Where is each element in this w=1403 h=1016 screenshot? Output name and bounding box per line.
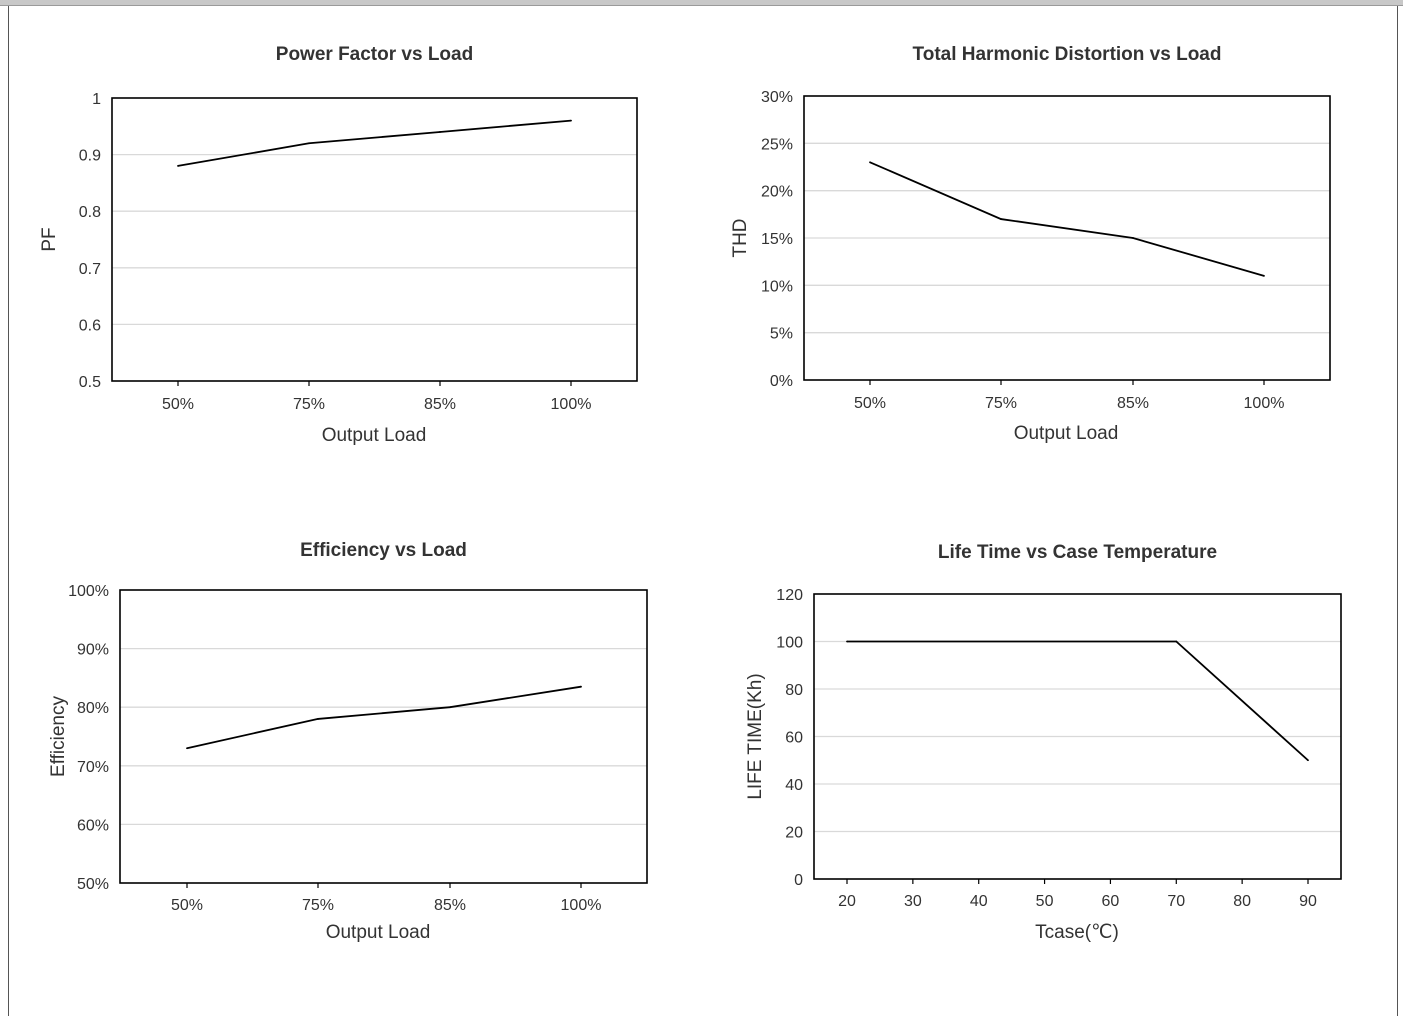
thd-data-point	[1132, 237, 1134, 239]
life-plot-frame	[813, 593, 1342, 880]
thd-chart-title: Total Harmonic Distortion vs Load	[913, 44, 1222, 65]
pf-x-tick-label: 100%	[551, 396, 592, 413]
life-x-tick-label: 70	[1167, 893, 1185, 910]
eff-y-tick-label: 90%	[77, 642, 109, 659]
eff-series-line	[186, 685, 582, 750]
eff-x-tick-label: 75%	[302, 897, 334, 914]
eff-y-tick-label: 50%	[77, 876, 109, 893]
thd-y-tick-label: 15%	[761, 231, 793, 248]
eff-x-tick-label: 85%	[434, 897, 466, 914]
life-data-point	[1175, 640, 1178, 643]
thd-data-point	[1263, 274, 1265, 277]
pf-data-point	[177, 165, 179, 167]
life-y-axis-label: LIFE TIME(Kh)	[745, 673, 766, 799]
pf-data-point	[439, 131, 441, 133]
thd-y-tick-label: 30%	[761, 89, 793, 106]
life-y-tick-label: 120	[776, 587, 803, 604]
thd-y-tick-label: 20%	[761, 184, 793, 201]
life-x-tick-label: 40	[970, 893, 988, 910]
thd-data-point	[1000, 218, 1002, 220]
thd-x-tick-label: 75%	[985, 395, 1017, 412]
eff-x-tick-label: 100%	[561, 897, 602, 914]
life-y-tick-label: 80	[785, 682, 803, 699]
pf-y-axis-label: PF	[39, 227, 60, 251]
life-x-tick-label: 30	[904, 893, 922, 910]
pf-y-tick-label: 0.8	[79, 204, 101, 221]
life-x-tick-label: 60	[1102, 893, 1120, 910]
pf-y-tick-label: 0.5	[79, 374, 101, 391]
thd-y-tick-label: 0%	[770, 373, 793, 390]
eff-y-tick-label: 100%	[68, 583, 109, 600]
pf-x-tick-label: 75%	[293, 396, 325, 413]
thd-y-axis-label: THD	[730, 218, 751, 257]
life-y-tick-label: 100	[776, 635, 803, 652]
pf-y-tick-label: 0.7	[79, 261, 101, 278]
life-y-tick-label: 20	[785, 825, 803, 842]
eff-y-axis-label: Efficiency	[48, 696, 69, 777]
thd-x-tick-label: 50%	[854, 395, 886, 412]
life-x-axis-label: Tcase(℃)	[1035, 922, 1119, 943]
pf-y-tick-label: 0.9	[79, 148, 101, 165]
eff-x-tick-label: 50%	[171, 897, 203, 914]
pf-data-point	[308, 142, 310, 145]
eff-y-tick-label: 70%	[77, 759, 109, 776]
thd-series-line	[869, 161, 1265, 277]
pf-x-tick-label: 50%	[162, 396, 194, 413]
eff-data-point	[449, 706, 451, 709]
thd-x-tick-label: 100%	[1244, 395, 1285, 412]
thd-x-axis-label: Output Load	[1014, 423, 1119, 444]
life-data-point	[1307, 759, 1309, 762]
eff-y-tick-label: 60%	[77, 817, 109, 834]
eff-data-point	[580, 685, 582, 688]
eff-plot-frame	[119, 589, 648, 884]
life-x-tick-label: 80	[1233, 893, 1251, 910]
thd-y-tick-label: 5%	[770, 326, 793, 343]
pf-chart-title: Power Factor vs Load	[276, 44, 473, 65]
eff-data-point	[186, 747, 188, 750]
eff-x-axis-label: Output Load	[326, 922, 431, 943]
page-frame	[8, 6, 1398, 1016]
life-y-tick-label: 0	[794, 872, 803, 889]
thd-data-point	[869, 161, 871, 164]
pf-series-line	[177, 119, 572, 167]
top-rule	[0, 0, 1403, 6]
pf-x-tick-label: 85%	[424, 396, 456, 413]
life-x-tick-label: 90	[1299, 893, 1317, 910]
life-y-tick-label: 60	[785, 730, 803, 747]
pf-x-axis-label: Output Load	[322, 425, 427, 446]
life-chart-title: Life Time vs Case Temperature	[938, 542, 1217, 563]
thd-y-tick-label: 10%	[761, 278, 793, 295]
pf-data-point	[570, 119, 572, 122]
life-x-tick-label: 20	[838, 893, 856, 910]
pf-plot-frame	[111, 97, 638, 382]
pf-y-tick-label: 0.6	[79, 317, 101, 334]
life-series-line	[847, 640, 1309, 761]
thd-x-tick-label: 85%	[1117, 395, 1149, 412]
thd-plot-frame	[803, 95, 1331, 381]
life-x-tick-label: 50	[1036, 893, 1054, 910]
life-data-point	[846, 640, 848, 643]
eff-data-point	[317, 718, 319, 720]
pf-y-tick-label: 1	[92, 91, 101, 108]
life-y-tick-label: 40	[785, 777, 803, 794]
eff-y-tick-label: 80%	[77, 700, 109, 717]
eff-chart-title: Efficiency vs Load	[300, 540, 467, 561]
thd-y-tick-label: 25%	[761, 136, 793, 153]
